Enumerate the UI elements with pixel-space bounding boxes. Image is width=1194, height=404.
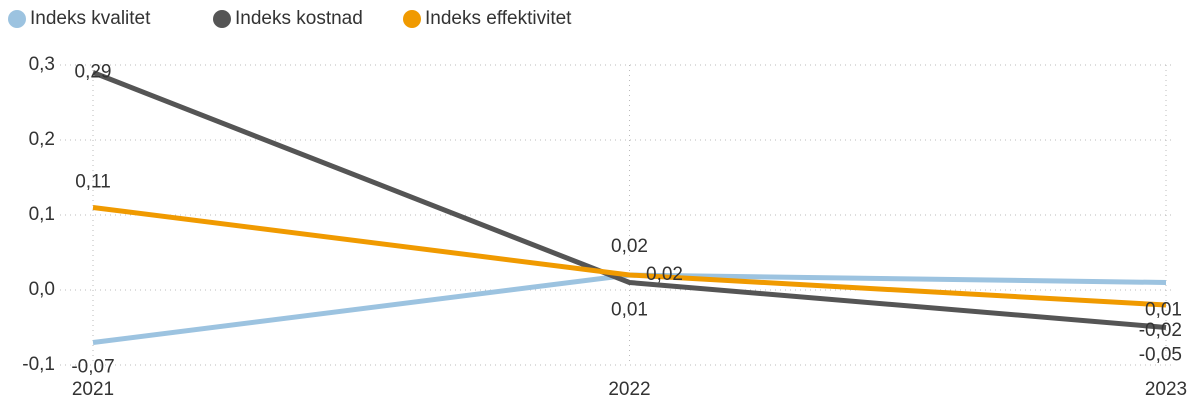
series-line — [92, 70, 1167, 330]
legend-swatch — [8, 10, 26, 28]
legend-label: Indeks effektivitet — [425, 8, 572, 29]
legend-swatch — [213, 10, 231, 28]
legend-swatch — [403, 10, 421, 28]
legend-label: Indeks kostnad — [235, 8, 363, 29]
data-label: -0,07 — [71, 357, 114, 378]
data-label: -0,05 — [1139, 345, 1182, 366]
series-line — [92, 205, 1167, 308]
data-label: 0,01 — [611, 300, 648, 321]
data-label: 0,02 — [611, 236, 648, 257]
data-label: 0,02 — [646, 264, 683, 285]
y-tick-label: -0,1 — [22, 354, 55, 375]
x-tick-label: 2022 — [608, 379, 650, 400]
data-label: 0,29 — [75, 62, 112, 83]
data-label: 0,01 — [1145, 300, 1182, 321]
x-tick-label: 2023 — [1145, 379, 1187, 400]
data-label: 0,11 — [75, 172, 111, 193]
legend-label: Indeks kvalitet — [30, 8, 151, 29]
y-tick-label: 0,0 — [29, 279, 55, 300]
y-tick-label: 0,3 — [29, 54, 55, 75]
y-tick-label: 0,1 — [29, 204, 55, 225]
y-tick-label: 0,2 — [29, 129, 55, 150]
data-label: -0,02 — [1139, 320, 1182, 341]
x-tick-label: 2021 — [72, 379, 114, 400]
